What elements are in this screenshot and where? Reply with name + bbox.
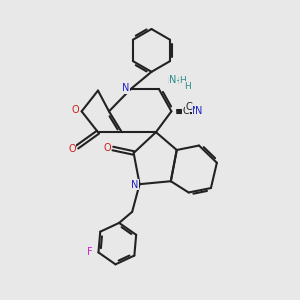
Text: N: N (131, 180, 139, 190)
Text: O: O (68, 143, 76, 154)
Text: H: H (182, 81, 188, 90)
Text: N: N (122, 83, 129, 94)
Text: H: H (184, 82, 190, 91)
Text: N: N (195, 106, 202, 116)
Text: O: O (103, 142, 111, 153)
Text: N: N (192, 106, 200, 116)
Text: NH: NH (168, 77, 181, 86)
Text: F: F (87, 247, 93, 257)
Text: N: N (169, 75, 177, 85)
Text: O: O (72, 106, 80, 116)
Text: H: H (179, 76, 186, 85)
Text: C: C (183, 106, 190, 116)
Text: C: C (186, 102, 193, 112)
